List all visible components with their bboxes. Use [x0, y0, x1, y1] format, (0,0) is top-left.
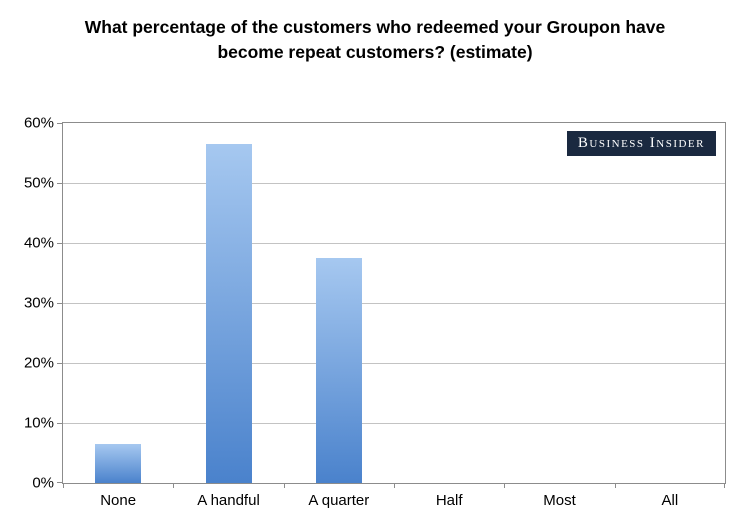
gridline	[63, 243, 725, 244]
gridline	[63, 183, 725, 184]
y-axis-tick	[57, 482, 62, 483]
y-axis-tick	[57, 423, 62, 424]
y-axis-label: 30%	[23, 294, 54, 312]
y-axis-label: 50%	[23, 174, 54, 192]
y-axis-tick	[57, 123, 62, 124]
y-axis-tick	[57, 183, 62, 184]
x-axis-tick	[614, 483, 616, 488]
gridline	[63, 303, 725, 304]
x-axis-label: All	[661, 492, 679, 509]
x-axis-tick	[394, 483, 395, 488]
bar-a-quarter	[315, 258, 362, 483]
y-axis-tick	[57, 243, 62, 244]
x-axis-tick	[173, 483, 175, 488]
x-axis-label: None	[100, 492, 137, 509]
x-axis-label: A quarter	[308, 492, 370, 509]
x-axis-tick	[63, 483, 64, 488]
chart-title: What percentage of the customers who red…	[84, 17, 666, 62]
y-axis-tick	[57, 303, 62, 304]
x-axis-label: A handful	[197, 492, 260, 509]
y-axis-label: 0%	[32, 474, 54, 492]
bar-none	[95, 444, 142, 483]
bar-a-handful	[205, 144, 252, 483]
plot-area: Business Insider 0% 10% 20% 30% 40% 50% 60% Non…	[24, 115, 726, 509]
gridline	[63, 423, 725, 424]
y-axis-label: 20%	[23, 354, 54, 372]
y-axis-tick	[57, 363, 62, 364]
y-axis-label: 40%	[23, 234, 54, 252]
y-axis-label: 10%	[23, 414, 54, 432]
x-axis-tick	[283, 483, 285, 488]
y-axis-label: 60%	[23, 114, 54, 132]
gridline	[63, 363, 725, 364]
x-axis-label: Most	[543, 492, 576, 509]
business-insider-badge: Business Insider	[566, 131, 716, 156]
x-axis-tick	[504, 483, 506, 488]
x-axis-tick	[724, 483, 725, 488]
x-axis-label: Half	[435, 492, 463, 509]
